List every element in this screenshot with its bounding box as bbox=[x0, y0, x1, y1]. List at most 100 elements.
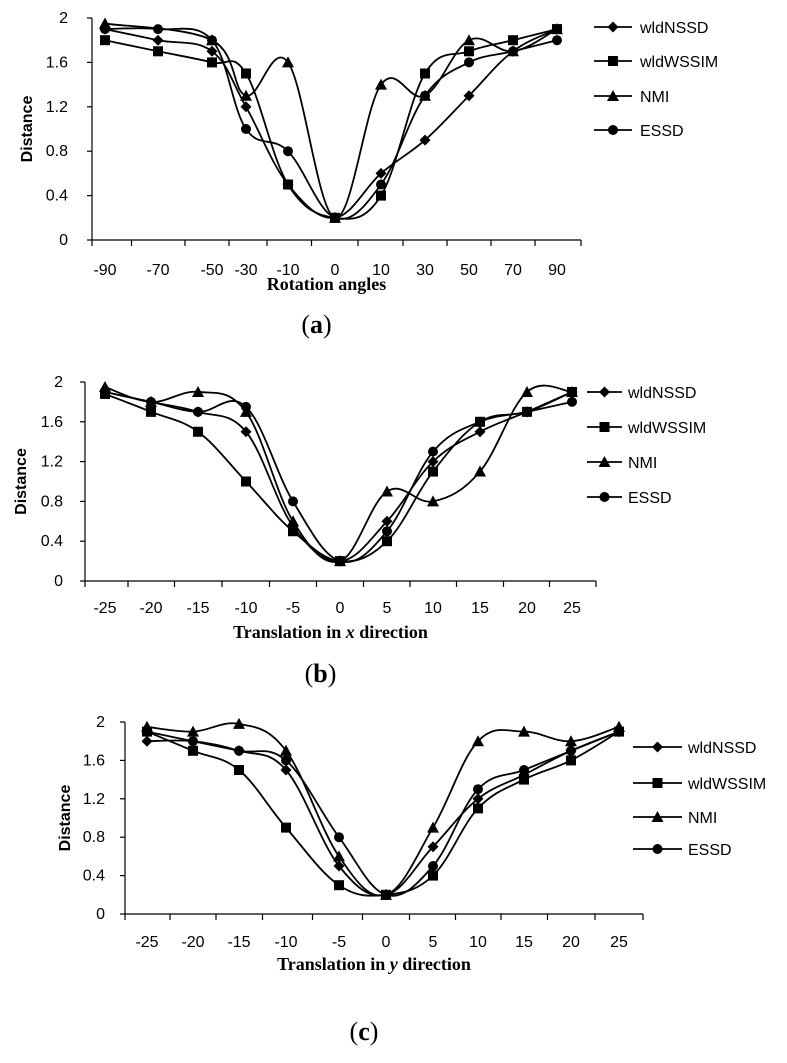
x-tick-label: 10 bbox=[372, 262, 390, 279]
x-axis-label: Rotation angles bbox=[267, 274, 387, 294]
x-tick-label: -10 bbox=[274, 934, 297, 951]
data-point bbox=[382, 526, 392, 537]
x-tick-label: -50 bbox=[200, 262, 223, 279]
data-point bbox=[100, 24, 110, 35]
data-point bbox=[419, 134, 431, 146]
data-point bbox=[474, 465, 486, 477]
data-point bbox=[428, 446, 438, 457]
data-point bbox=[521, 385, 533, 397]
data-point bbox=[566, 745, 576, 756]
x-tick-label: 15 bbox=[515, 934, 533, 951]
x-tick-label: -15 bbox=[186, 600, 209, 617]
x-tick-label: -70 bbox=[146, 262, 169, 279]
y-tick-label: 1.2 bbox=[41, 454, 63, 471]
legend-marker bbox=[652, 741, 663, 753]
data-point bbox=[334, 832, 344, 843]
x-axis-label: Translation in y direction bbox=[277, 954, 471, 974]
data-point bbox=[508, 35, 518, 46]
y-tick-label: 0.4 bbox=[83, 868, 105, 885]
x-tick-label: -25 bbox=[93, 600, 116, 617]
series-wldNSSD bbox=[99, 386, 578, 567]
data-point bbox=[519, 774, 529, 785]
data-point bbox=[141, 735, 153, 747]
legend-entry: NMI bbox=[633, 810, 717, 827]
data-point bbox=[473, 803, 483, 814]
legend-label: NMI bbox=[688, 810, 717, 827]
y-tick-label: 0.8 bbox=[83, 829, 105, 846]
data-point bbox=[427, 495, 439, 507]
y-axis-label: Distance bbox=[13, 448, 30, 515]
x-tick-label: -90 bbox=[93, 262, 116, 279]
legend-label: wldNSSD bbox=[639, 20, 708, 37]
data-point bbox=[519, 765, 529, 775]
y-tick-label: 0 bbox=[54, 573, 63, 590]
series-wldNSSD bbox=[141, 726, 625, 901]
data-point bbox=[280, 764, 292, 776]
data-point bbox=[335, 556, 345, 567]
series-NMI bbox=[99, 380, 578, 567]
x-tick-label: 25 bbox=[610, 934, 628, 951]
data-point bbox=[567, 396, 577, 407]
data-point bbox=[153, 46, 163, 57]
legend-marker bbox=[599, 422, 610, 432]
y-tick-label: 1.6 bbox=[46, 54, 68, 71]
data-point bbox=[241, 401, 251, 412]
data-point bbox=[381, 485, 393, 497]
data-point bbox=[472, 735, 484, 747]
x-tick-label: 10 bbox=[424, 600, 442, 617]
x-tick-label: 0 bbox=[336, 600, 345, 617]
x-tick-label: 20 bbox=[562, 934, 580, 951]
legend-label: wldNSSD bbox=[687, 740, 756, 757]
legend-entry: wldNSSD bbox=[587, 385, 696, 402]
data-point bbox=[428, 466, 438, 477]
data-point bbox=[375, 167, 387, 179]
legend-marker bbox=[598, 456, 611, 467]
x-tick-label: -20 bbox=[139, 600, 162, 617]
data-point bbox=[518, 725, 530, 737]
legend-label: NMI bbox=[628, 455, 657, 472]
y-tick-label: 1.6 bbox=[41, 414, 63, 431]
data-point bbox=[142, 726, 152, 737]
data-point bbox=[376, 179, 386, 190]
data-point bbox=[146, 396, 156, 407]
data-point bbox=[464, 57, 474, 68]
series-ESSD bbox=[100, 24, 562, 223]
data-point bbox=[333, 860, 345, 872]
data-point bbox=[207, 57, 217, 68]
x-tick-label: -10 bbox=[234, 600, 257, 617]
x-tick-label: 10 bbox=[469, 934, 487, 951]
legend-marker bbox=[607, 21, 619, 33]
data-point bbox=[100, 386, 110, 397]
x-tick-label: 30 bbox=[416, 262, 434, 279]
data-point bbox=[234, 765, 244, 775]
x-tick-label: -30 bbox=[234, 262, 257, 279]
data-point bbox=[552, 35, 562, 46]
data-point bbox=[381, 515, 393, 527]
x-tick-label: 70 bbox=[504, 262, 522, 279]
x-tick-label: 90 bbox=[548, 262, 566, 279]
legend-label: ESSD bbox=[628, 490, 672, 507]
y-tick-label: 2 bbox=[96, 714, 105, 731]
data-point bbox=[241, 68, 251, 79]
legend-entry: ESSD bbox=[633, 842, 732, 859]
data-point bbox=[330, 212, 340, 223]
data-point bbox=[193, 426, 203, 437]
data-point bbox=[240, 426, 252, 438]
data-point bbox=[427, 821, 439, 833]
legend-marker bbox=[608, 125, 618, 135]
series-line bbox=[104, 22, 558, 219]
legend-label: wldWSSIM bbox=[639, 54, 718, 71]
data-point bbox=[288, 496, 298, 507]
data-point bbox=[475, 416, 485, 427]
series-line bbox=[146, 730, 620, 897]
data-point bbox=[551, 23, 563, 35]
data-point bbox=[153, 24, 163, 35]
data-point bbox=[427, 456, 439, 468]
series-line bbox=[104, 391, 573, 563]
data-point bbox=[463, 90, 475, 102]
x-axis-label: Translation in x direction bbox=[233, 622, 428, 642]
data-point bbox=[428, 861, 438, 871]
legend-marker bbox=[599, 492, 610, 502]
data-point bbox=[566, 385, 578, 397]
data-point bbox=[187, 725, 199, 737]
